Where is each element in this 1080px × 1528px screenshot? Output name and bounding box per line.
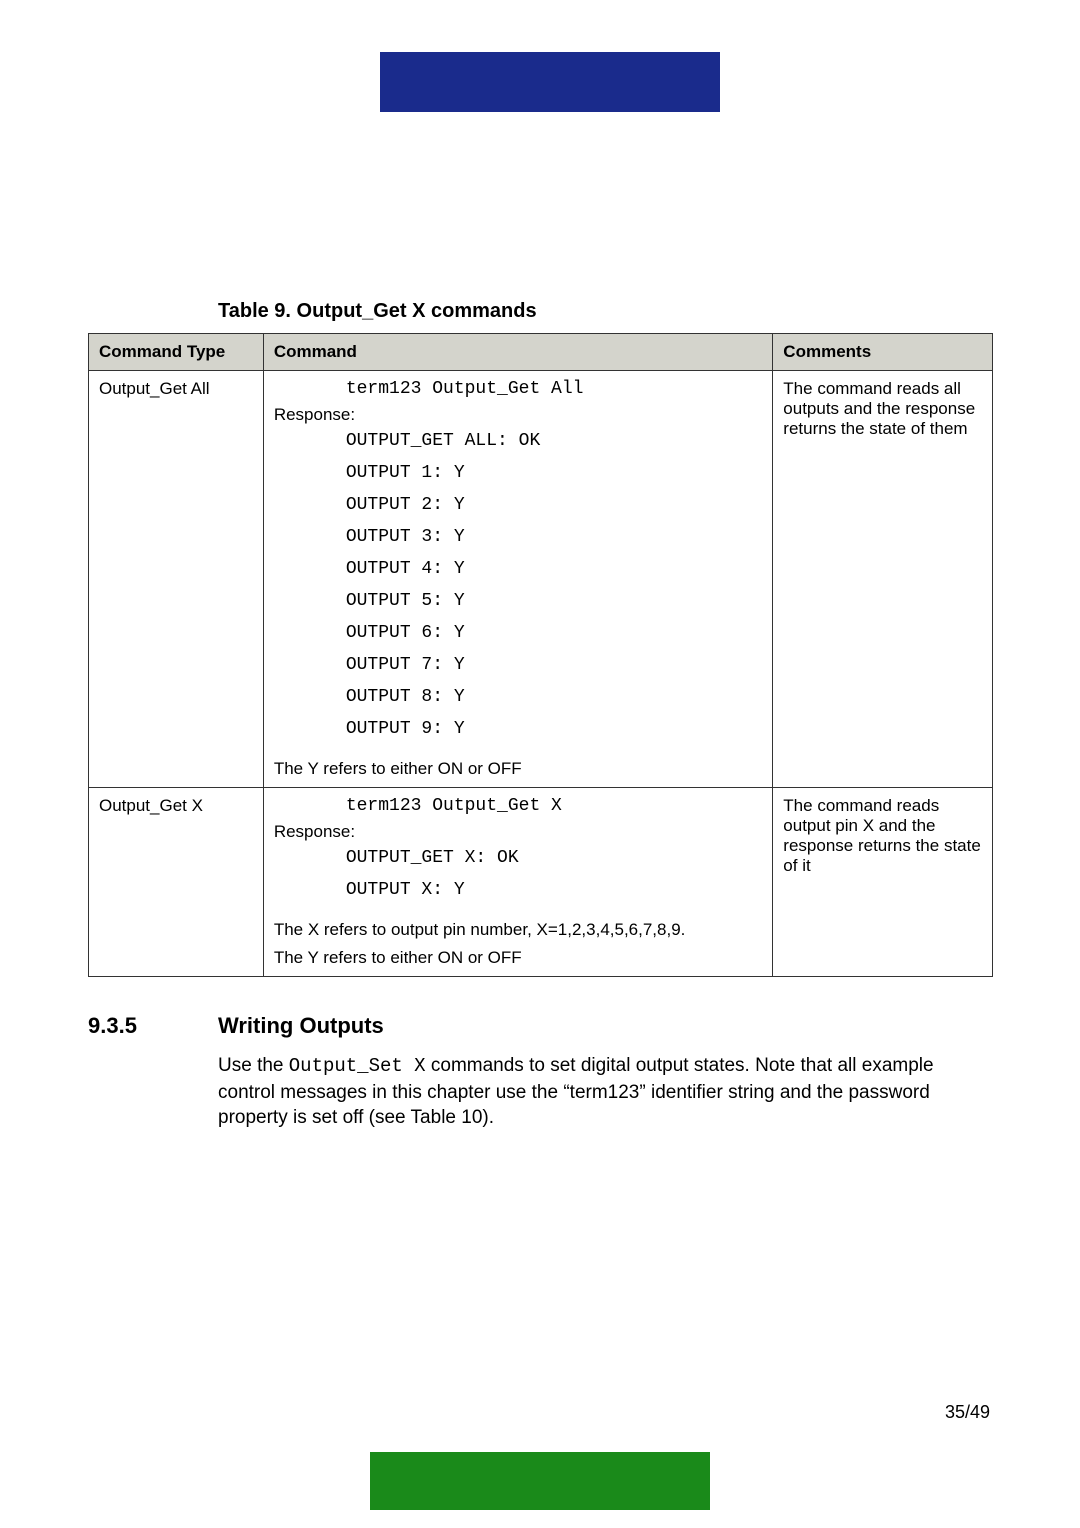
cell-command: term123 Output_Get All Response: OUTPUT_… xyxy=(263,371,772,788)
page-content: Table 9. Output_Get X commands Command T… xyxy=(88,300,993,1131)
table-row: Output_Get All term123 Output_Get All Re… xyxy=(89,371,993,788)
body-code: Output_Set X xyxy=(289,1055,426,1077)
section-title: Writing Outputs xyxy=(218,1013,384,1039)
response-line: OUTPUT_GET ALL: OK xyxy=(346,431,762,451)
cell-comment: The command reads all outputs and the re… xyxy=(773,371,993,788)
response-label: Response: xyxy=(274,822,762,842)
col-header-command: Command xyxy=(263,334,772,371)
response-line: OUTPUT 3: Y xyxy=(346,527,762,547)
top-bar xyxy=(380,52,720,112)
table-caption: Table 9. Output_Get X commands xyxy=(218,300,993,323)
response-line: OUTPUT 9: Y xyxy=(346,719,762,739)
cell-command: term123 Output_Get X Response: OUTPUT_GE… xyxy=(263,788,772,977)
response-line: OUTPUT 6: Y xyxy=(346,623,762,643)
cell-type: Output_Get X xyxy=(89,788,264,977)
cell-comment: The command reads output pin X and the r… xyxy=(773,788,993,977)
commands-table: Command Type Command Comments Output_Get… xyxy=(88,333,993,977)
page-number: 35/49 xyxy=(945,1402,990,1423)
response-line: OUTPUT 1: Y xyxy=(346,463,762,483)
section-heading: 9.3.5 Writing Outputs xyxy=(88,1013,993,1039)
cell-type: Output_Get All xyxy=(89,371,264,788)
note-line: The Y refers to either ON or OFF xyxy=(274,948,762,968)
response-line: OUTPUT 8: Y xyxy=(346,687,762,707)
table-row: Output_Get X term123 Output_Get X Respon… xyxy=(89,788,993,977)
response-line: OUTPUT X: Y xyxy=(346,880,762,900)
cmd-line: term123 Output_Get X xyxy=(346,796,762,816)
response-line: OUTPUT 4: Y xyxy=(346,559,762,579)
note-line: The Y refers to either ON or OFF xyxy=(274,759,762,779)
bottom-bar xyxy=(370,1452,710,1510)
response-line: OUTPUT 2: Y xyxy=(346,495,762,515)
col-header-comments: Comments xyxy=(773,334,993,371)
note-line: The X refers to output pin number, X=1,2… xyxy=(274,920,762,940)
col-header-type: Command Type xyxy=(89,334,264,371)
cmd-line: term123 Output_Get All xyxy=(346,379,762,399)
table-header-row: Command Type Command Comments xyxy=(89,334,993,371)
response-line: OUTPUT 7: Y xyxy=(346,655,762,675)
section-body: Use the Output_Set X commands to set dig… xyxy=(218,1053,978,1131)
response-line: OUTPUT_GET X: OK xyxy=(346,848,762,868)
section-number: 9.3.5 xyxy=(88,1013,218,1039)
response-label: Response: xyxy=(274,405,762,425)
body-text: Use the xyxy=(218,1055,289,1076)
response-line: OUTPUT 5: Y xyxy=(346,591,762,611)
